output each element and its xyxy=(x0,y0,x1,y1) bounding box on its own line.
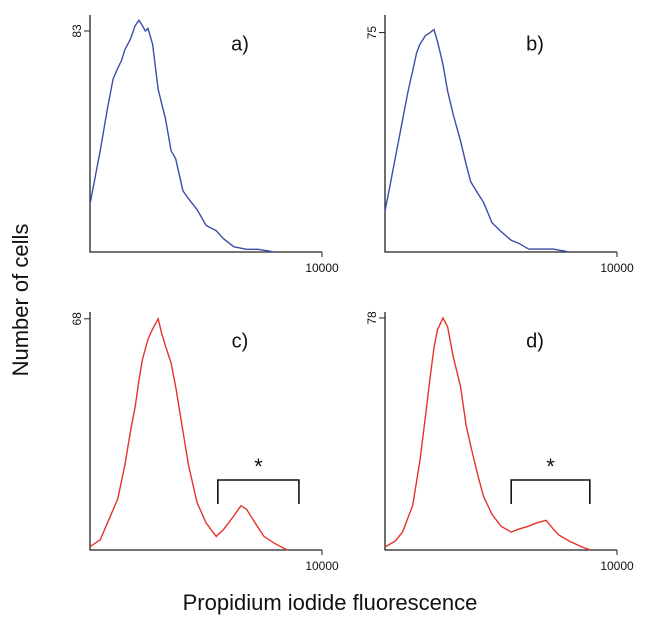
x-tick-label: 10000 xyxy=(600,559,634,573)
y-tick-label: 75 xyxy=(365,26,379,40)
bracket xyxy=(217,479,300,504)
panel-label: d) xyxy=(526,330,544,352)
y-tick-label: 78 xyxy=(365,311,379,325)
panel-label: b) xyxy=(526,33,544,55)
y-tick-label: 68 xyxy=(70,312,84,326)
histogram-line xyxy=(384,316,591,551)
axes xyxy=(384,15,617,253)
x-tick-label: 10000 xyxy=(600,261,634,275)
axes xyxy=(89,15,322,253)
x-axis-label: Propidium iodide fluorescence xyxy=(183,590,478,615)
x-tick-label: 10000 xyxy=(305,559,339,573)
annotation: * xyxy=(546,454,555,479)
panel-label: a) xyxy=(231,33,249,55)
y-tick-label: 83 xyxy=(70,24,84,38)
x-tick-label: 10000 xyxy=(305,261,339,275)
bracket xyxy=(510,479,591,504)
histogram-line xyxy=(384,28,570,253)
panel-label: c) xyxy=(232,330,249,352)
histogram-line xyxy=(89,19,275,253)
y-axis-label: Number of cells xyxy=(8,224,33,377)
axes xyxy=(384,312,617,551)
axes xyxy=(89,312,322,551)
histogram-line xyxy=(89,316,288,551)
annotation: * xyxy=(254,454,263,479)
